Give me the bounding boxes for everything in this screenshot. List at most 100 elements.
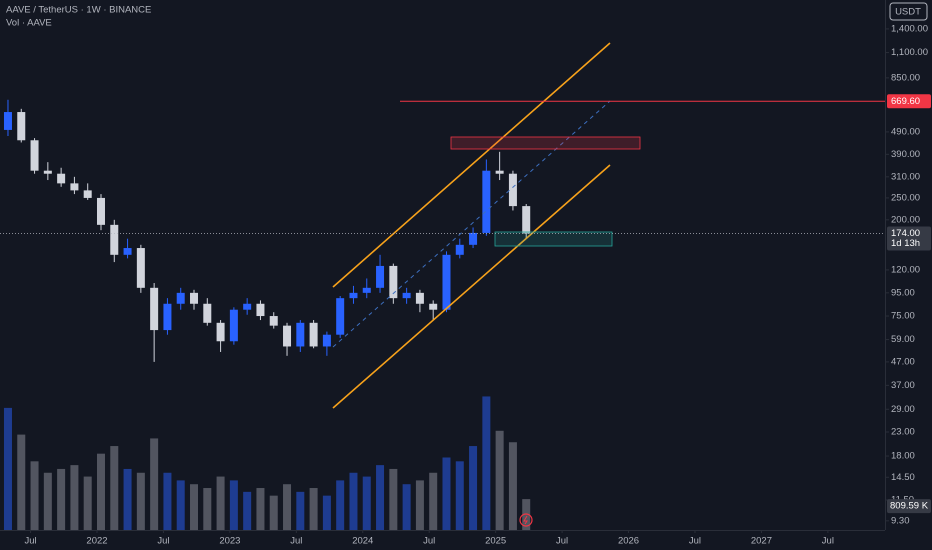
- candle-body: [70, 183, 79, 191]
- y-tick-label: 75.00: [891, 311, 915, 322]
- candle-body: [309, 322, 318, 347]
- x-tick-label: 2024: [352, 536, 373, 547]
- y-tick-label: 23.00: [891, 427, 915, 438]
- candle-body: [415, 292, 424, 304]
- candle-body: [203, 303, 212, 323]
- volume-bar: [17, 434, 26, 530]
- candle-body: [442, 254, 451, 310]
- x-tick-label: Jul: [290, 536, 302, 547]
- volume-bar: [256, 488, 265, 530]
- x-tick-label: Jul: [556, 536, 568, 547]
- candle-body: [110, 224, 119, 255]
- candle-body: [508, 173, 517, 207]
- x-tick-label: Jul: [822, 536, 834, 547]
- volume-bar: [136, 472, 145, 530]
- y-tick-label: 29.00: [891, 404, 915, 415]
- currency-button[interactable]: [889, 2, 928, 21]
- x-tick-label: 2023: [219, 536, 240, 547]
- volume-bar: [110, 446, 119, 530]
- volume-bar: [243, 491, 252, 530]
- y-tick-label: 250.00: [891, 192, 920, 203]
- candles: [3, 99, 531, 362]
- resistance-zone: [450, 136, 641, 150]
- volume-title: Vol · AAVE: [6, 18, 52, 29]
- volume-bar: [123, 468, 132, 530]
- x-tick-label: Jul: [689, 536, 701, 547]
- x-tick-label: Jul: [423, 536, 435, 547]
- candle-body: [43, 170, 52, 174]
- volume-bar: [83, 476, 92, 530]
- volume-bar: [429, 472, 438, 530]
- candle-body: [30, 140, 39, 171]
- x-tick-label: 2025: [485, 536, 506, 547]
- candle-body: [243, 303, 252, 310]
- currency-label[interactable]: USDT: [895, 7, 921, 18]
- y-tick-label: 14.50: [891, 472, 915, 483]
- channel-lower: [332, 164, 611, 409]
- x-tick-label: 2022: [86, 536, 107, 547]
- volume-bar: [96, 453, 105, 530]
- candle-body: [495, 170, 504, 174]
- candle-body: [83, 190, 92, 198]
- candle-body: [256, 303, 265, 317]
- channel-mid: [332, 100, 611, 348]
- candle-body: [163, 303, 172, 331]
- y-tick-label: 1,100.00: [891, 47, 928, 58]
- volume-bar: [283, 484, 292, 530]
- y-tick-label: 490.00: [891, 126, 920, 137]
- channel-upper: [332, 42, 611, 288]
- candle-body: [176, 292, 185, 304]
- candle-body: [96, 197, 105, 225]
- y-tick-label: 310.00: [891, 171, 920, 182]
- y-tick-label: 200.00: [891, 214, 920, 225]
- volume-bar: [150, 438, 159, 530]
- volume-bar: [442, 457, 451, 530]
- volume-bar: [269, 495, 278, 530]
- y-tick-label: 37.00: [891, 380, 915, 391]
- y-tick-label: 120.00: [891, 264, 920, 275]
- candle-body: [429, 303, 438, 310]
- volume-bar: [309, 488, 318, 530]
- level-label: 669.60: [891, 96, 920, 107]
- volume-bar: [482, 396, 491, 530]
- volume-label-box: [887, 499, 931, 514]
- candle-body: [150, 287, 159, 331]
- candle-body: [269, 316, 278, 326]
- volume-label: 809.59 K: [890, 501, 929, 512]
- y-tick-label: 47.00: [891, 356, 915, 367]
- candle-body: [322, 334, 331, 347]
- volume-bar: [190, 484, 199, 530]
- candle-body: [336, 298, 345, 335]
- last-price-label: 174.00: [891, 228, 920, 239]
- volume-bar: [30, 461, 39, 530]
- candle-body: [123, 248, 132, 255]
- candle-body: [229, 309, 238, 342]
- volume-bar: [70, 465, 79, 530]
- candle-body: [522, 206, 531, 234]
- x-tick-label: 2027: [751, 536, 772, 547]
- x-tick-label: 2026: [618, 536, 639, 547]
- volume-bar: [349, 472, 358, 530]
- candle-body: [455, 244, 464, 255]
- candle-body: [296, 322, 305, 347]
- volume-bar: [3, 407, 12, 530]
- candle-body: [402, 292, 411, 299]
- candle-body: [283, 325, 292, 347]
- volume-bar: [362, 476, 371, 530]
- y-tick-label: 850.00: [891, 72, 920, 83]
- volume-bar: [176, 480, 185, 530]
- y-tick-label: 390.00: [891, 149, 920, 160]
- candle-body: [3, 112, 12, 130]
- volume-bar: [389, 468, 398, 530]
- candle-body: [17, 112, 26, 141]
- candle-body: [57, 173, 66, 184]
- volume-bar: [508, 442, 517, 530]
- event-icon[interactable]: [519, 513, 533, 527]
- volume-bar: [296, 491, 305, 530]
- y-tick-label: 18.00: [891, 451, 915, 462]
- candle-body: [469, 232, 478, 245]
- volume-pane: [3, 396, 531, 530]
